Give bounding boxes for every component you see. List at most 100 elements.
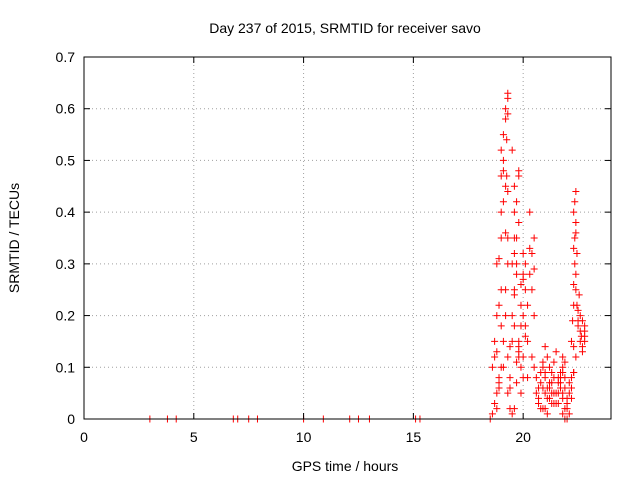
data-point (537, 379, 545, 387)
data-point (543, 353, 551, 361)
data-point (510, 291, 518, 299)
data-point (515, 353, 523, 361)
data-point (502, 312, 510, 320)
data-point (567, 394, 575, 402)
data-point (499, 337, 507, 345)
data-point (561, 384, 569, 392)
data-point (570, 244, 578, 252)
data-point (513, 198, 521, 206)
data-point (559, 353, 567, 361)
data-point (567, 374, 575, 382)
data-point (506, 384, 514, 392)
data-point (571, 234, 579, 242)
data-point (575, 291, 583, 299)
data-point (565, 379, 573, 387)
y-tick-label: 0.3 (56, 256, 76, 272)
data-point (581, 322, 589, 330)
data-point (567, 384, 575, 392)
data-point (572, 286, 580, 294)
data-point (524, 374, 532, 382)
data-point (519, 275, 527, 283)
x-tick-label: 5 (190, 429, 198, 445)
data-point (502, 229, 510, 237)
data-point (502, 182, 510, 190)
plot-frame (83, 56, 612, 420)
data-point (493, 389, 501, 397)
data-point (513, 270, 521, 278)
data-point (502, 286, 510, 294)
data-points (146, 89, 589, 423)
data-point (559, 368, 567, 376)
data-point (530, 312, 538, 320)
data-point (517, 281, 525, 289)
data-point (524, 301, 532, 309)
y-tick-label: 0.6 (56, 101, 76, 117)
data-point (510, 250, 518, 258)
data-point (530, 234, 538, 242)
data-point (504, 234, 512, 242)
y-tick-label: 0.5 (56, 152, 76, 168)
data-point (539, 405, 547, 413)
data-point (565, 410, 573, 418)
data-point (561, 405, 569, 413)
data-point (493, 260, 501, 268)
data-point (504, 353, 512, 361)
data-point (510, 405, 518, 413)
data-point (563, 399, 571, 407)
y-tick-label: 0.1 (56, 359, 76, 375)
data-point (499, 198, 507, 206)
data-point (576, 312, 584, 320)
data-point (524, 337, 532, 345)
data-point (574, 322, 582, 330)
data-point (519, 250, 527, 258)
data-point (508, 312, 516, 320)
data-point (504, 187, 512, 195)
data-point (570, 368, 578, 376)
data-point (571, 198, 579, 206)
data-point (513, 260, 521, 268)
data-point (510, 208, 518, 216)
data-point (581, 332, 589, 340)
data-point (508, 410, 516, 418)
data-point (499, 363, 507, 371)
data-point (532, 374, 540, 382)
data-point (513, 358, 521, 366)
data-point (546, 363, 554, 371)
data-point (539, 384, 547, 392)
data-point (504, 389, 512, 397)
axis-ticks: 0 0.1 0.2 0.3 0.4 0.5 0.6 0.7 0 5 10 15 20 (56, 49, 611, 445)
data-point (561, 374, 569, 382)
data-point (573, 301, 581, 309)
chart-title: Day 237 of 2015, SRMTID for receiver sav… (209, 20, 481, 36)
x-tick-label: 10 (296, 429, 312, 445)
data-point (521, 322, 529, 330)
data-point (578, 317, 586, 325)
data-point (572, 270, 580, 278)
x-tick-label: 20 (515, 429, 531, 445)
data-point (521, 286, 529, 294)
data-point (491, 353, 499, 361)
data-point (570, 281, 578, 289)
data-point (495, 255, 503, 263)
data-point (550, 358, 558, 366)
data-point (499, 131, 507, 139)
data-point (541, 389, 549, 397)
data-point (572, 187, 580, 195)
data-point (548, 368, 556, 376)
data-point (515, 218, 523, 226)
data-point (556, 379, 564, 387)
data-point (510, 182, 518, 190)
data-point (502, 115, 510, 123)
data-point (508, 337, 516, 345)
data-point (554, 399, 562, 407)
data-point (532, 389, 540, 397)
data-point (565, 389, 573, 397)
data-point (499, 156, 507, 164)
data-point (517, 363, 525, 371)
data-point (573, 250, 581, 258)
data-point (578, 348, 586, 356)
data-point (528, 353, 536, 361)
y-tick-label: 0 (67, 411, 75, 427)
data-point (493, 348, 501, 356)
